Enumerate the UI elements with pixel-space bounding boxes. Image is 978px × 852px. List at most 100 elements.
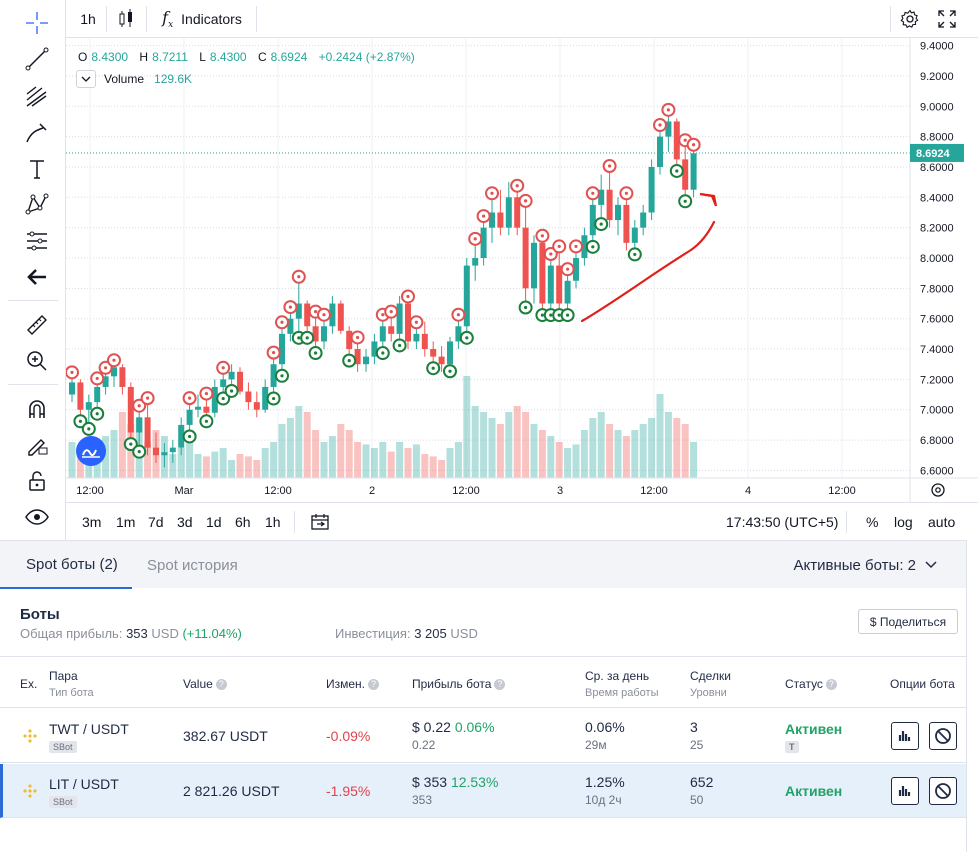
candle-body	[346, 330, 353, 350]
eye-icon[interactable]	[17, 502, 57, 532]
brush-icon[interactable]	[17, 118, 57, 148]
indicators-label: Indicators	[181, 11, 242, 27]
prediction-icon[interactable]	[17, 226, 57, 256]
settings-gear-icon[interactable]	[894, 0, 926, 38]
arrow-back-icon[interactable]	[17, 262, 57, 292]
pattern-icon[interactable]	[17, 190, 57, 220]
bots-panel: Spot боты (2) Spot история Активные боты…	[0, 540, 978, 852]
date-range-icon[interactable]	[310, 503, 330, 541]
candle-body	[413, 333, 420, 342]
volume-bar	[177, 448, 185, 478]
header-exchange: Ex.	[20, 677, 38, 691]
volume-value: 129.6K	[154, 72, 193, 86]
price-chart[interactable]: 9.4000 9.2000 9.0000 8.8000 8.6000 8.4000 8.20…	[66, 38, 978, 502]
ohlc-legend: O 8.4300 H 8.7211 L 8.4300 C 8.6924 +0.2424 …	[78, 50, 419, 64]
sell-order-dot	[95, 376, 99, 381]
pair-cell: TWT / USDT SBot	[49, 721, 129, 753]
trend-line-icon[interactable]	[17, 44, 57, 74]
candle-body	[312, 326, 319, 342]
log-scale-button[interactable]: log	[894, 514, 913, 530]
bar-chart-icon	[898, 786, 911, 796]
header-change[interactable]: Измен.?	[326, 677, 380, 691]
candle-body	[657, 136, 663, 167]
active-bots-dropdown[interactable]: Активные боты: 2	[794, 541, 938, 589]
sell-order-dot	[574, 244, 578, 249]
chevron-down-icon	[81, 76, 91, 82]
candle-body	[136, 417, 143, 433]
indicators-button[interactable]: fx Indicators	[152, 0, 252, 38]
volume-bar	[463, 376, 471, 478]
stop-bot-button[interactable]	[929, 722, 957, 750]
candle-body	[623, 204, 630, 243]
fullscreen-icon[interactable]	[930, 0, 964, 38]
table-row[interactable]: TWT / USDT SBot 382.67 USDT -0.09% $ 0.22…	[0, 709, 966, 763]
fib-tool-icon[interactable]	[17, 82, 57, 112]
stats-button[interactable]	[891, 722, 919, 750]
price-tick-label: 6.6000	[920, 465, 954, 477]
auto-scale-button[interactable]: auto	[928, 514, 956, 530]
clock-readout: 17:43:50 (UTC+5)	[726, 514, 839, 530]
volume-bar	[303, 412, 311, 478]
candle-body	[615, 204, 621, 221]
percent-scale-button[interactable]: %	[866, 514, 879, 530]
buy-order-dot	[557, 313, 561, 317]
volume-bar	[622, 436, 630, 478]
range-3d[interactable]: 3d	[177, 514, 193, 530]
buy-order-dot	[280, 374, 284, 378]
collapse-legend-button[interactable]	[76, 70, 96, 88]
price-tick-label: 7.2000	[920, 374, 954, 386]
stats-button[interactable]	[891, 777, 919, 805]
ruler-icon[interactable]	[17, 310, 57, 340]
candlestick-icon[interactable]	[110, 0, 142, 38]
stop-bot-button[interactable]	[929, 777, 957, 805]
volume-bar	[664, 412, 672, 478]
price-tick-label: 7.0000	[920, 405, 954, 417]
range-6h[interactable]: 6h	[235, 514, 251, 530]
tab-spot-history[interactable]: Spot история	[147, 556, 238, 574]
change-cell: -1.95%	[326, 783, 371, 799]
avg-cell: 1.25% 10д 2ч	[585, 774, 625, 807]
bar-chart-icon	[898, 731, 911, 741]
range-7d[interactable]: 7d	[148, 514, 164, 530]
tab-spot-bots[interactable]: Spot боты (2)	[0, 541, 132, 589]
active-bots-label: Активные боты: 2	[793, 556, 916, 574]
pair-cell: LIT / USDT SBot	[49, 776, 119, 808]
text-tool-icon[interactable]	[17, 154, 57, 184]
range-3m[interactable]: 3m	[82, 514, 102, 530]
volume-bar	[673, 418, 681, 478]
zoom-in-icon[interactable]	[17, 346, 57, 376]
header-status[interactable]: Статус?	[785, 677, 837, 691]
buy-order-dot	[297, 336, 301, 340]
interval-button[interactable]: 1h	[80, 11, 96, 27]
volume-bar	[505, 412, 513, 478]
candle-body	[321, 326, 327, 342]
header-profit[interactable]: Прибыль бота?	[412, 677, 506, 691]
unlock-icon[interactable]	[17, 466, 57, 496]
profit-cell: $ 353 12.53% 353	[412, 774, 499, 807]
header-deals: Сделки Уровни	[690, 669, 731, 699]
range-1d[interactable]: 1d	[206, 514, 222, 530]
buy-order-dot	[95, 412, 99, 416]
crosshair-icon[interactable]	[17, 8, 57, 38]
drawing-toolbar	[0, 0, 66, 540]
buy-order-dot	[188, 434, 192, 439]
candle-body	[354, 349, 361, 365]
sell-order-dot	[591, 191, 595, 195]
binance-icon	[23, 784, 37, 798]
lock-drawing-icon[interactable]	[17, 430, 57, 460]
buy-order-dot	[448, 369, 452, 373]
candle-body	[287, 318, 294, 334]
range-1m[interactable]: 1m	[116, 514, 136, 530]
header-value[interactable]: Value?	[183, 677, 227, 691]
price-tick-label: 7.4000	[920, 344, 954, 356]
candlestick-chart[interactable]: 9.4000 9.2000 9.0000 8.8000 8.6000 8.4000 8.20…	[66, 38, 978, 502]
candle-body	[606, 189, 613, 221]
share-button[interactable]: $ Поделиться	[858, 609, 958, 634]
range-1h[interactable]: 1h	[265, 514, 281, 530]
candle-body	[363, 356, 369, 365]
volume-bar	[522, 412, 530, 478]
table-row[interactable]: LIT / USDT SBot 2 821.26 USDT -1.95% $ 35…	[0, 764, 966, 818]
tradingview-logo-icon[interactable]	[76, 436, 106, 466]
stop-icon	[935, 728, 951, 744]
magnet-icon[interactable]	[17, 394, 57, 424]
